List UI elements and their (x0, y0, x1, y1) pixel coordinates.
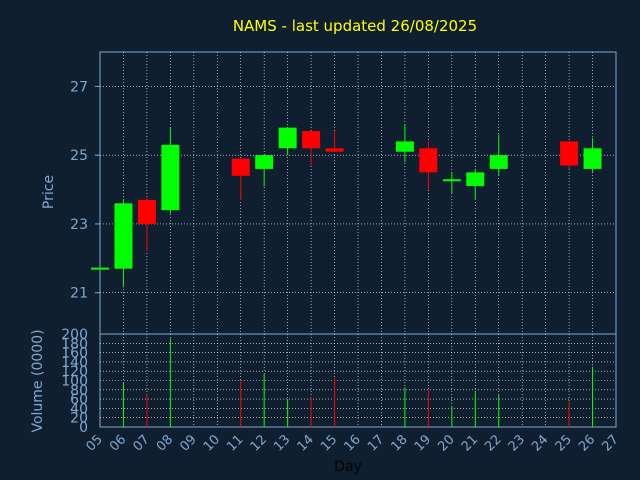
price-tick-label: 23 (70, 217, 88, 233)
x-tick-label: 22 (482, 432, 504, 454)
candle-19 (419, 141, 438, 190)
candle-body (137, 199, 156, 224)
price-panel: 21 23 25 27 Price (41, 51, 617, 335)
x-tick-label: 16 (342, 432, 364, 454)
volume-tick-label: 20 (70, 411, 88, 427)
candle-15 (325, 131, 344, 152)
candle-body (489, 155, 508, 169)
volume-gridlines (100, 334, 616, 427)
x-tick-label: 18 (388, 432, 410, 454)
x-tick-label: 26 (576, 432, 598, 454)
x-tick-label: 14 (295, 432, 317, 454)
volume-tick-label: 80 (70, 383, 88, 399)
x-tick-label: 12 (248, 432, 270, 454)
volume-bars (122, 338, 594, 427)
candle-body (302, 131, 321, 149)
candle-11 (231, 158, 250, 200)
candle-25 (560, 141, 579, 169)
candle-body (114, 203, 133, 269)
candle-18 (395, 124, 414, 163)
candle-07 (137, 196, 156, 252)
x-tick-label: 24 (529, 432, 551, 454)
candle-body (161, 144, 180, 211)
x-tick-label: 17 (365, 432, 387, 454)
candle-body (583, 148, 602, 169)
x-tick-labels: 05 06 07 08 09 10 11 12 13 14 15 16 17 18 19 20 21 22 23 24… (84, 432, 622, 454)
candle-22 (489, 134, 508, 176)
candle-body (325, 148, 344, 152)
candle-body (442, 179, 461, 182)
x-tick-label: 25 (553, 432, 575, 454)
x-tick-label: 13 (271, 432, 293, 454)
volume-tick-label: 40 (70, 401, 88, 417)
candle-body (231, 158, 250, 176)
x-tick-label: 07 (130, 432, 152, 454)
candle-20 (442, 172, 461, 193)
volume-tick-label: 180 (61, 336, 88, 352)
candle-08 (161, 127, 180, 214)
candle-06 (114, 199, 133, 286)
x-tick-label: 27 (600, 432, 622, 454)
x-tick-label: 08 (154, 432, 176, 454)
candle-body (395, 141, 414, 152)
volume-tick-label: 100 (61, 374, 88, 390)
candle-body (255, 155, 274, 169)
x-tick-label: 09 (177, 432, 199, 454)
price-tick-label: 21 (70, 286, 88, 302)
candle-13 (278, 127, 297, 156)
x-tick-label: 19 (412, 432, 434, 454)
volume-tick-label: 120 (61, 364, 88, 380)
price-tick-labels: 21 23 25 27 (70, 79, 88, 301)
x-tick-label: 11 (224, 432, 246, 454)
candle-26 (583, 137, 602, 173)
volume-tick-label: 60 (70, 392, 88, 408)
x-axis-label: Day (334, 459, 362, 475)
price-tick-label: 25 (70, 148, 88, 164)
x-tick-label: 10 (201, 432, 223, 454)
volume-tick-label: 200 (61, 327, 88, 343)
volume-tick-label: 140 (61, 355, 88, 371)
volume-tick-label: 160 (61, 346, 88, 362)
x-tick-label: 20 (435, 432, 457, 454)
x-tick-label: 06 (107, 432, 129, 454)
x-tick-label: 23 (506, 432, 528, 454)
volume-tick-label: 0 (79, 420, 88, 436)
candle-body (419, 148, 438, 173)
x-tick-label: 21 (459, 432, 481, 454)
chart-title: NAMS - last updated 26/08/2025 (233, 17, 477, 35)
candle-12 (255, 155, 274, 187)
candle-body (278, 127, 297, 149)
candle-body (560, 141, 579, 166)
price-tick-label: 27 (70, 79, 88, 95)
volume-axis-label: Volume (0000) (30, 329, 46, 432)
price-gridlines (95, 52, 616, 334)
candle-21 (466, 168, 485, 200)
price-axis-label: Price (41, 175, 57, 209)
candle-14 (302, 131, 321, 166)
candles (91, 124, 602, 286)
candle-body (466, 172, 485, 187)
x-tick-label: 15 (318, 432, 340, 454)
